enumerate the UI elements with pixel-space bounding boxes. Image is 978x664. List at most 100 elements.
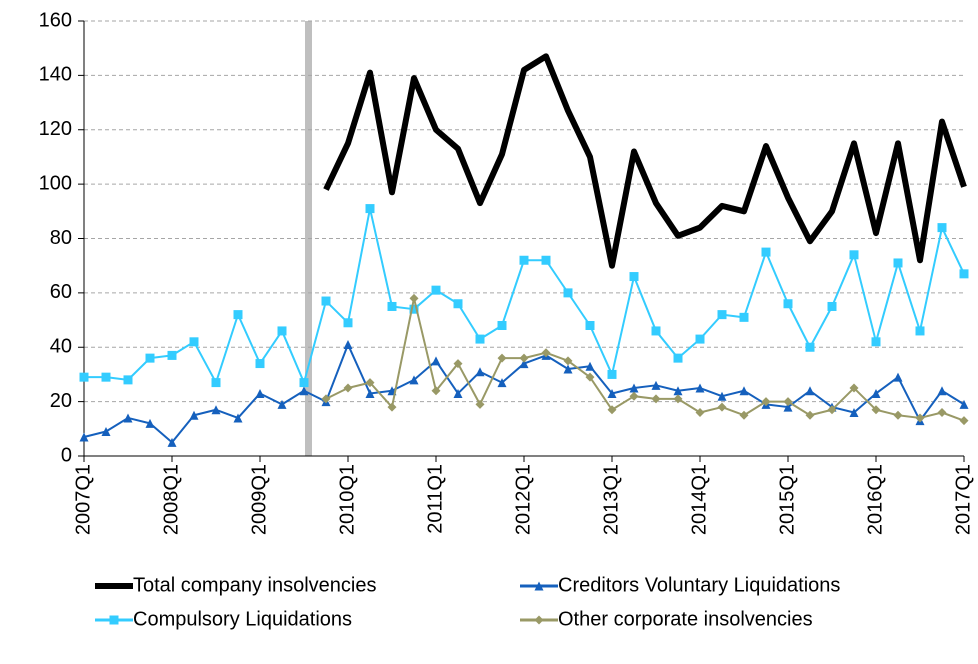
- marker: [717, 391, 727, 401]
- marker: [893, 410, 903, 420]
- marker: [541, 348, 551, 358]
- marker: [673, 394, 683, 404]
- marker: [343, 340, 353, 350]
- marker: [959, 416, 969, 426]
- marker: [255, 388, 265, 398]
- marker: [431, 386, 441, 396]
- marker: [519, 359, 529, 369]
- marker: [563, 288, 573, 298]
- marker: [915, 413, 925, 423]
- marker: [783, 402, 793, 412]
- legend-label: Creditors Voluntary Liquidations: [558, 574, 840, 596]
- marker: [871, 405, 881, 415]
- marker: [233, 310, 243, 320]
- marker: [475, 334, 485, 344]
- y-tick-label: 120: [39, 118, 72, 140]
- marker: [585, 321, 595, 330]
- marker: [431, 356, 441, 366]
- marker: [145, 353, 155, 363]
- marker: [189, 410, 199, 420]
- marker: [827, 405, 837, 415]
- marker: [893, 372, 903, 382]
- marker: [717, 402, 727, 412]
- legend-label: Other corporate insolvencies: [558, 608, 813, 630]
- x-tick-label: 2017Q1: [952, 464, 974, 535]
- marker: [233, 413, 243, 423]
- marker: [189, 337, 199, 347]
- series-line: [323, 53, 967, 269]
- marker: [717, 310, 727, 320]
- x-tick-label: 2013Q1: [600, 464, 622, 535]
- x-tick-label: 2015Q1: [776, 464, 798, 535]
- marker: [629, 272, 639, 282]
- legend-item: Other corporate insolvencies: [520, 608, 813, 630]
- marker: [277, 326, 287, 336]
- marker: [849, 408, 859, 417]
- marker: [211, 378, 221, 388]
- marker: [651, 326, 661, 336]
- marker: [937, 386, 947, 396]
- marker: [101, 427, 111, 437]
- marker: [959, 399, 969, 409]
- marker: [849, 383, 859, 393]
- legend-item: Compulsory Liquidations: [95, 608, 352, 630]
- marker: [739, 386, 749, 396]
- marker: [211, 405, 221, 415]
- y-tick-label: 40: [50, 336, 72, 358]
- marker: [651, 380, 661, 390]
- marker: [387, 402, 397, 412]
- marker: [695, 408, 705, 417]
- marker: [365, 378, 375, 388]
- marker: [475, 367, 485, 377]
- series-line: [325, 297, 965, 422]
- marker: [761, 397, 771, 407]
- marker: [299, 386, 309, 396]
- marker: [453, 359, 463, 369]
- marker: [409, 293, 419, 303]
- marker: [299, 378, 309, 388]
- marker: [534, 581, 544, 591]
- y-tick-label: 100: [39, 172, 72, 194]
- x-tick-label: 2008Q1: [160, 464, 182, 535]
- y-tick-label: 140: [39, 64, 72, 86]
- marker: [805, 410, 815, 420]
- marker: [79, 432, 89, 442]
- marker: [827, 301, 837, 311]
- marker: [607, 405, 617, 415]
- marker: [651, 394, 661, 404]
- marker: [629, 383, 639, 393]
- marker: [607, 369, 617, 379]
- y-tick-label: 80: [50, 227, 72, 249]
- marker: [695, 383, 705, 393]
- marker: [673, 353, 683, 363]
- legend-label: Compulsory Liquidations: [133, 608, 352, 630]
- marker: [871, 337, 881, 347]
- marker: [409, 375, 419, 385]
- marker: [959, 269, 969, 279]
- marker: [167, 437, 177, 447]
- y-tick-label: 60: [50, 281, 72, 303]
- x-tick-label: 2011Q1: [424, 464, 446, 534]
- marker: [541, 255, 551, 265]
- marker: [871, 388, 881, 398]
- x-tick-label: 2007Q1: [72, 464, 94, 535]
- marker: [343, 318, 353, 328]
- marker: [277, 399, 287, 409]
- marker: [123, 413, 133, 423]
- marker: [343, 383, 353, 393]
- marker: [519, 353, 529, 363]
- legend-label: Total company insolvencies: [133, 574, 376, 596]
- marker: [893, 258, 903, 268]
- marker: [79, 372, 89, 382]
- marker: [497, 321, 507, 330]
- marker: [123, 375, 133, 385]
- x-tick-label: 2010Q1: [336, 464, 358, 535]
- y-tick-label: 20: [50, 390, 72, 412]
- x-tick-label: 2014Q1: [688, 464, 710, 535]
- marker: [805, 386, 815, 396]
- marker: [387, 301, 397, 311]
- marker: [145, 418, 155, 428]
- marker: [497, 378, 507, 388]
- marker: [563, 364, 573, 374]
